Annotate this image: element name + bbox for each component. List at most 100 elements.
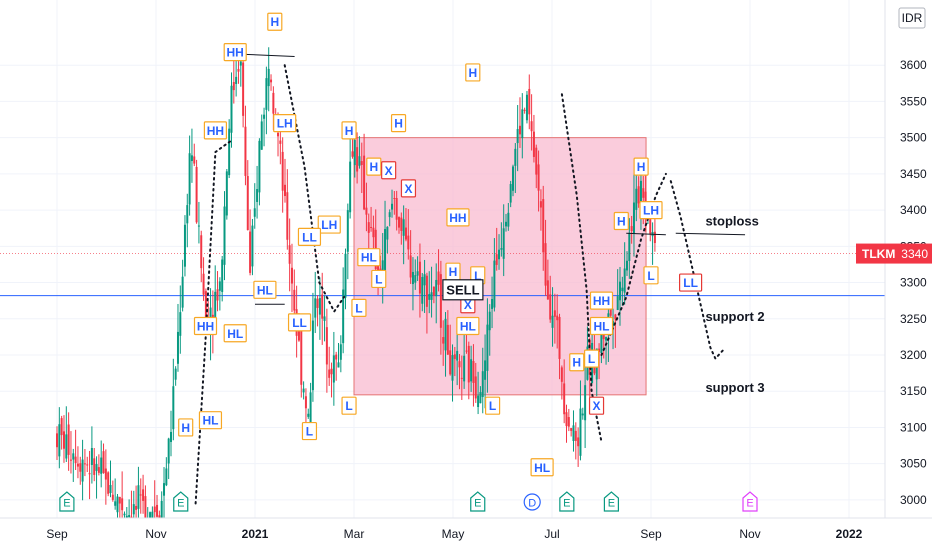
candle-body [367,222,370,233]
x-axis[interactable]: Sep Nov 2021 Mar May Jul Sep Nov 2022 [0,517,932,550]
candle-body [95,464,98,471]
candle-body [384,229,387,271]
candle-body [104,468,107,480]
candle-body [314,298,317,318]
event-marker-text: E [608,498,615,510]
pivot-label-text: HH [207,124,224,138]
candle-body [558,316,561,359]
candle-body [272,92,275,114]
candle-body [267,68,270,87]
candle-body [246,176,249,231]
pivot-label: H [341,121,357,140]
candle-body [598,348,601,352]
pivot-label: HH [223,43,247,62]
pivot-label-box [203,121,227,140]
candle-body [60,418,63,436]
pivot-label: HL [357,248,381,267]
candle-body [279,140,282,144]
pivot-label: X [381,161,397,180]
pivot-label-text: HH [449,211,466,225]
candle-body [523,109,526,111]
pivot-label: L [301,421,318,441]
pivot-label-text: H [617,214,626,228]
annotation: SELL [442,279,484,301]
last-price-symbol: TLKM [862,247,895,261]
pivot-label-box [287,313,312,332]
candle-body [72,453,75,460]
candle-body [498,249,501,260]
candle-body [169,431,172,442]
pivot-label-box [456,316,480,336]
candle-body [121,498,124,511]
candle-body [563,383,566,415]
pivot-label-box [366,157,382,176]
trend-segment [675,232,746,236]
candle-body [97,467,100,473]
candle-body [228,128,231,176]
candle-body [649,211,652,234]
candle-body [460,377,463,379]
candle-body [56,433,58,448]
pivot-label-box [193,316,218,336]
candle-body [144,496,147,531]
candle-body [223,206,226,265]
candle-body [372,227,375,238]
pivot-label-text: HL [257,283,273,297]
x-tick-label: Nov [145,527,166,541]
x-tick-label: Nov [739,527,760,541]
pivot-label-text: L [306,425,313,439]
candle-body [244,126,247,176]
candle-body [505,221,508,227]
pivot-label-box [341,396,357,415]
last-price-tag-box [856,243,932,264]
pivot-label-box [588,396,605,415]
event-marker-badge [742,491,758,512]
candle-body [535,147,538,175]
candle-body [93,458,96,475]
candle-body [128,514,131,518]
candle-body [409,255,412,278]
candle-body [509,184,512,203]
pivot-label-box [400,179,417,198]
price-tags: TLKM 3340 [856,243,932,264]
candle-body [481,371,484,398]
candle-body [332,355,335,383]
pivot-label-text: H [637,160,646,174]
candle-body [486,324,489,371]
pivot-label: X [400,179,417,198]
candle-body [153,506,156,513]
annotation-box [442,279,484,301]
candle-body [335,354,338,360]
candle-body [188,153,191,205]
candle-body [258,140,261,193]
pivot-label-box [357,248,381,267]
pivot-label: HH [446,208,470,227]
pivot-label-box [643,266,659,285]
candle-body [488,311,491,331]
pivot-label: LL [297,227,322,247]
candle-body [395,198,398,220]
candle-body [530,121,533,132]
pivot-label-text: L [588,352,595,366]
pivot-label-box [301,421,318,441]
y-tick-label: 3500 [900,131,927,145]
pivot-label-box [267,12,283,31]
pivot-label-box [583,349,600,368]
candle-body [570,428,573,431]
y-tick-label: 3150 [900,384,927,398]
pivot-label-text: HL [202,414,218,428]
candle-body [69,459,72,461]
candle-body [418,261,421,294]
event-marker-badge [470,491,486,512]
pivot-label-text: H [270,15,279,29]
candle-body [351,151,354,157]
candle-body [600,331,603,354]
candle-body [176,331,179,364]
pivot-label-box [678,273,703,292]
candle-body [437,271,440,285]
candle-body [111,494,114,500]
event-marker: E [742,491,758,512]
y-axis[interactable]: 3000305031003150320032503300335034003450… [884,0,932,550]
